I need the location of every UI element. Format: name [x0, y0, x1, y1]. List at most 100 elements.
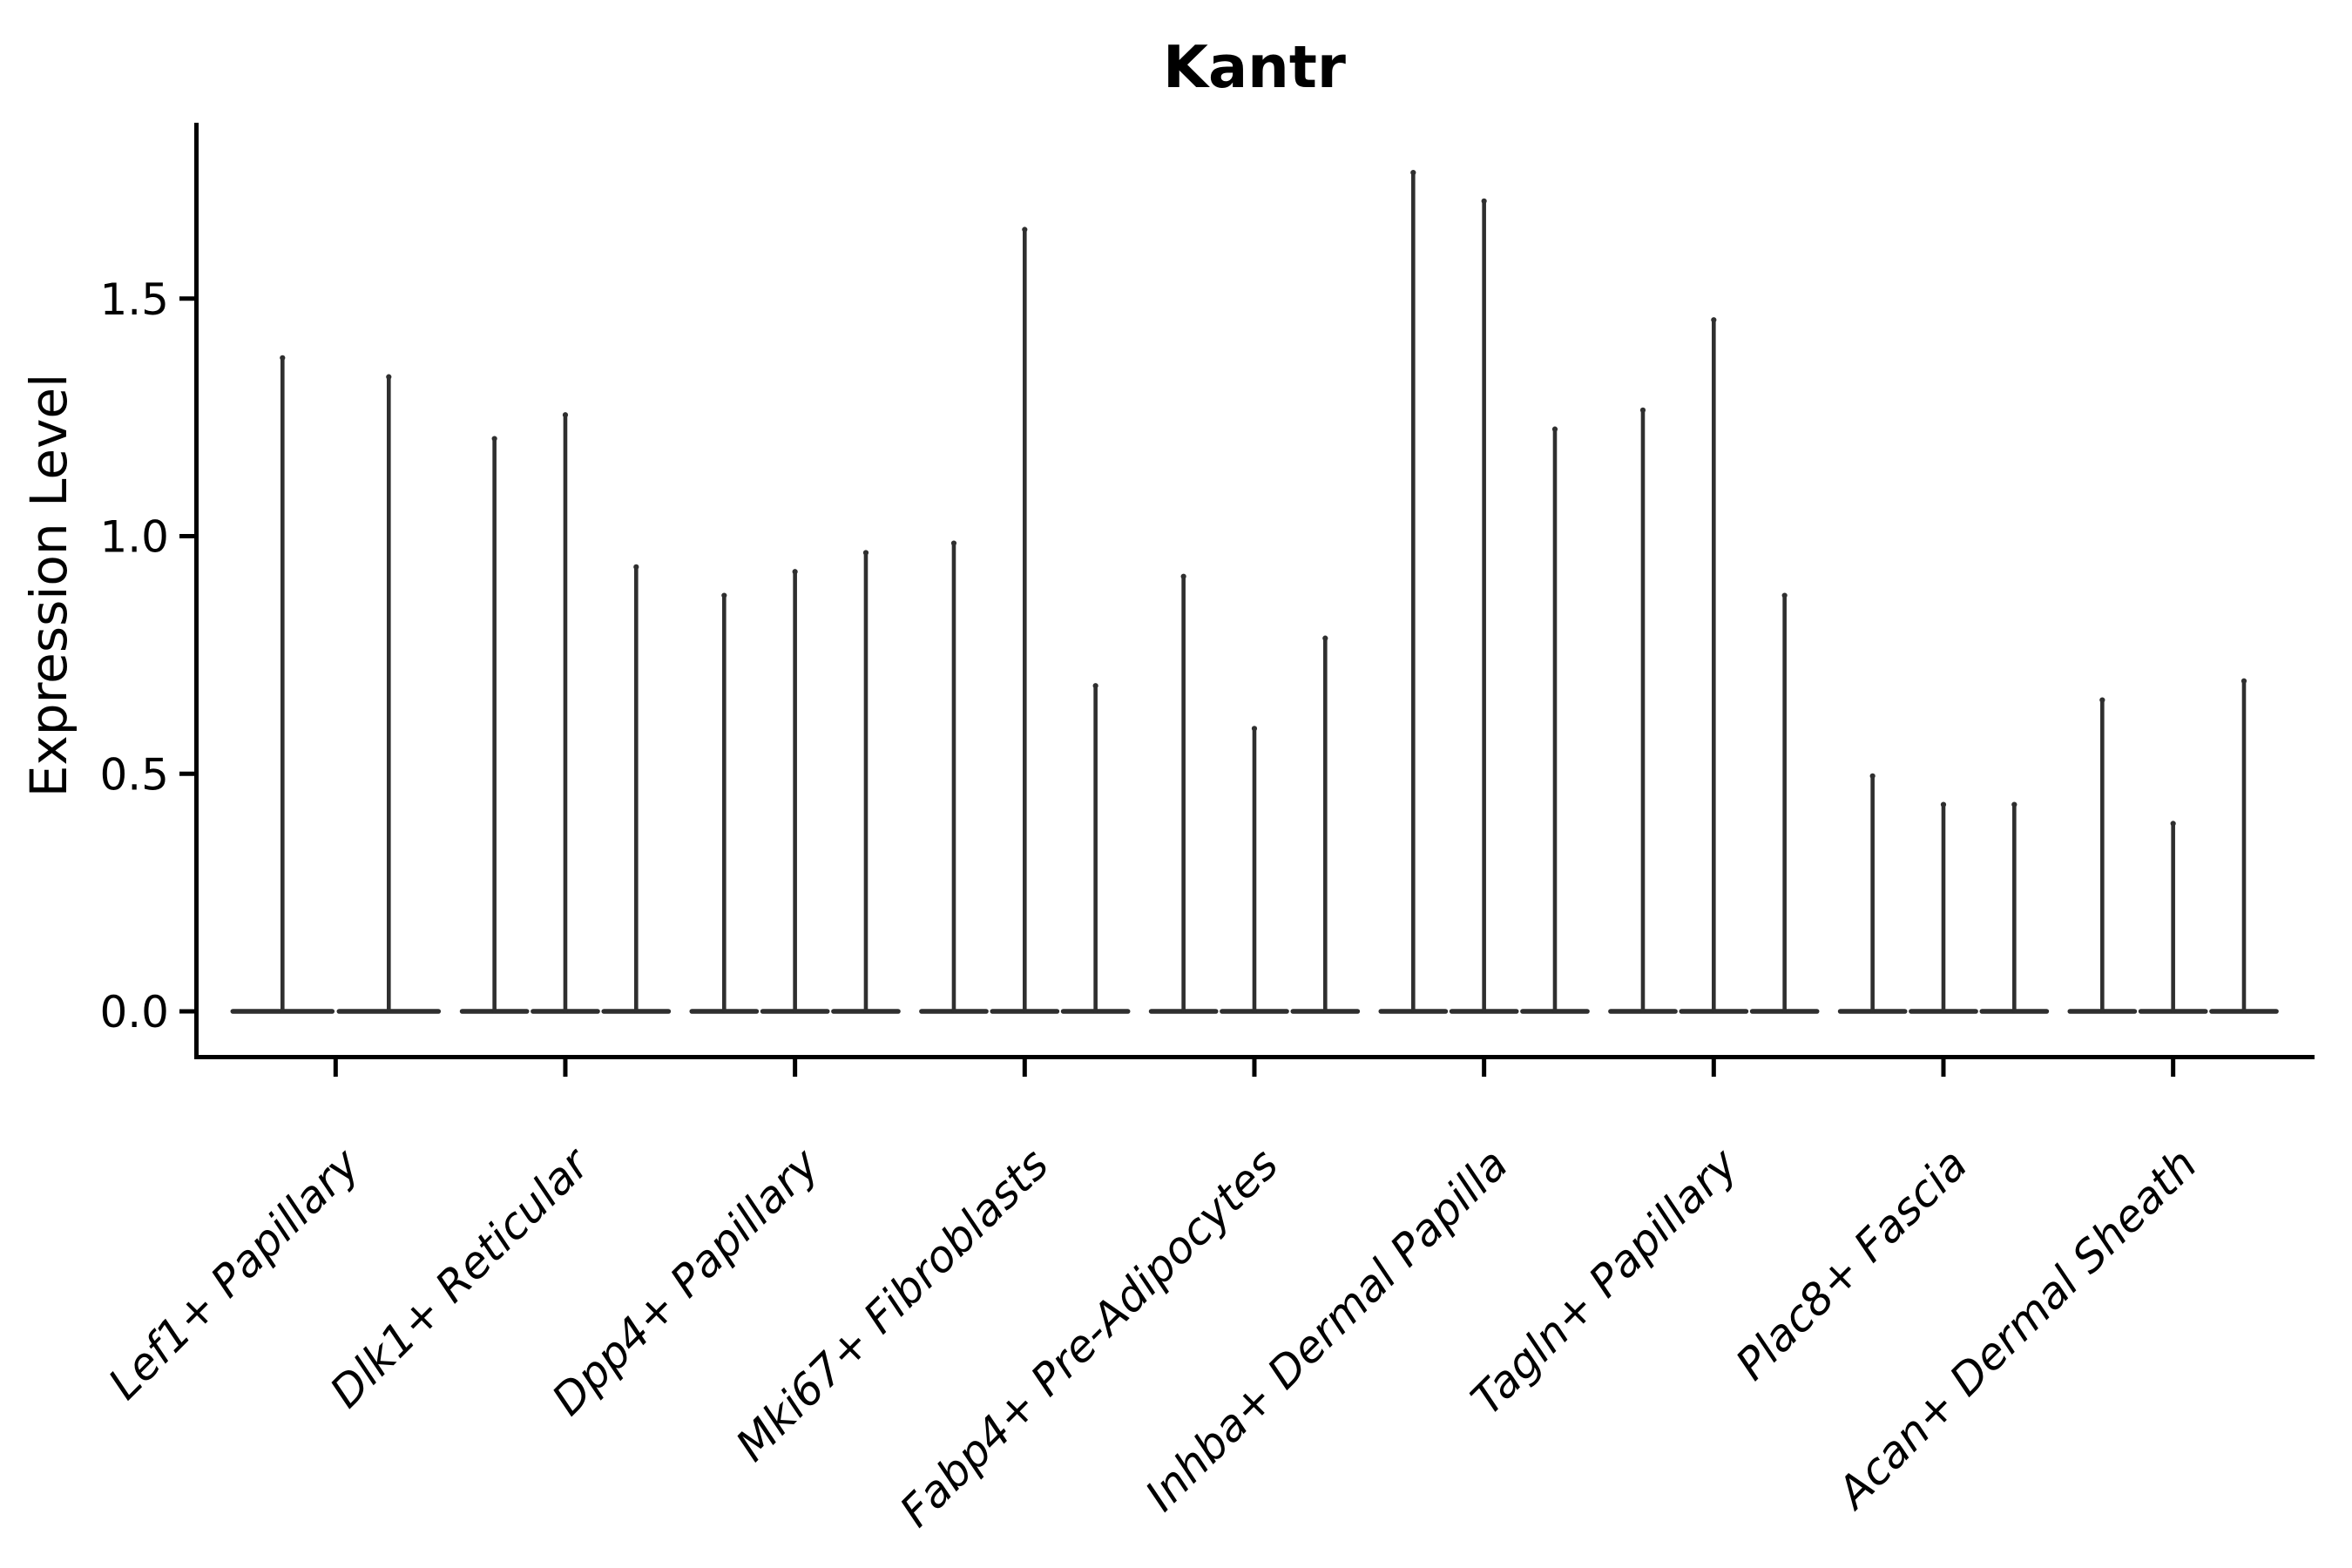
violin-spike — [1323, 636, 1328, 1013]
violin — [831, 550, 901, 1014]
violin-tip — [1639, 407, 1646, 413]
violin — [1449, 198, 1519, 1014]
violin — [1979, 801, 2050, 1014]
violin-tip — [1180, 573, 1186, 579]
violin — [336, 374, 442, 1014]
violin-spike — [2100, 697, 2105, 1013]
violin-tip — [2170, 821, 2176, 827]
violin-spike — [793, 569, 797, 1013]
violin-tip — [386, 374, 392, 380]
violin — [689, 592, 760, 1014]
y-tick-label: 1.5 — [99, 274, 169, 325]
violin-spike — [2012, 801, 2017, 1013]
violin-tip — [2099, 697, 2105, 703]
violin — [919, 540, 989, 1014]
y-tick-mark — [179, 296, 194, 301]
violin-spike — [1941, 801, 1946, 1013]
violin-tip — [1092, 683, 1098, 689]
violin — [601, 564, 672, 1014]
x-tick-mark — [793, 1059, 798, 1077]
violin-tip — [2240, 678, 2247, 684]
y-tick-label: 0.0 — [99, 987, 169, 1037]
violin-spike — [1712, 317, 1716, 1013]
violin — [1909, 801, 1978, 1014]
violin-tip — [950, 540, 957, 546]
violin-tip — [792, 569, 798, 575]
violin-tip — [1869, 773, 1876, 779]
violin-spike — [1411, 170, 1416, 1014]
violin — [1679, 317, 1749, 1014]
violin — [1837, 773, 1908, 1014]
violin-tip — [1711, 317, 1717, 323]
axes — [179, 122, 2315, 1077]
violin-tip — [1410, 169, 1416, 176]
violin — [760, 569, 830, 1014]
violin-tip — [562, 412, 569, 418]
violin — [1148, 573, 1219, 1014]
violin-tip — [1022, 226, 1028, 233]
violin-tip — [1551, 426, 1558, 432]
chart-title: Kantr — [1163, 33, 1346, 101]
violin-tip — [1251, 726, 1258, 732]
violin-spike — [1252, 726, 1257, 1013]
violin — [1378, 169, 1449, 1014]
violin — [230, 355, 335, 1014]
violins — [230, 169, 2279, 1014]
violin-tip — [1781, 592, 1788, 598]
violin-spike — [1640, 408, 1646, 1014]
violin-tip — [1940, 801, 1947, 808]
violin-spike — [1482, 199, 1486, 1013]
x-tick-label: Inhba+ Dermal Papilla — [1136, 1139, 1517, 1520]
violin-tip — [280, 355, 286, 361]
violin — [1608, 407, 1678, 1014]
x-tick-mark — [1022, 1059, 1027, 1077]
violin-spike — [2241, 679, 2247, 1013]
y-tick-mark — [179, 534, 194, 538]
x-tick-mark — [333, 1059, 338, 1077]
x-tick-mark — [563, 1059, 568, 1077]
violin — [990, 226, 1060, 1014]
violin — [2138, 821, 2208, 1014]
x-tick-mark — [1941, 1059, 1946, 1077]
violin-spike — [563, 412, 568, 1013]
violin — [1520, 426, 1590, 1014]
x-tick-mark — [1482, 1059, 1487, 1077]
violin-tip — [491, 436, 497, 442]
violin-tip — [1481, 198, 1487, 204]
violin-spike — [2171, 821, 2175, 1013]
violin-spike — [1181, 574, 1186, 1013]
y-tick-mark — [179, 771, 194, 776]
x-tick-mark — [1711, 1059, 1716, 1077]
violin — [1290, 635, 1361, 1014]
x-tick-mark — [2171, 1059, 2176, 1077]
y-axis-spine — [194, 122, 199, 1059]
violin-spike — [1552, 427, 1558, 1013]
violin-tip — [862, 550, 869, 556]
violin — [1220, 726, 1289, 1014]
y-tick-mark — [179, 1009, 194, 1014]
y-tick-label: 1.0 — [99, 512, 169, 563]
violin — [2067, 697, 2138, 1014]
x-tick-label: Plac8+ Fascia — [1727, 1139, 1977, 1389]
x-axis-spine — [194, 1055, 2315, 1059]
violin-spike — [951, 540, 956, 1013]
violin-spike — [1093, 683, 1098, 1013]
violin — [1060, 683, 1131, 1014]
violin — [2209, 678, 2279, 1014]
x-tick-label: Lef1+ Papillary — [98, 1138, 369, 1409]
violin-spike — [722, 592, 727, 1013]
violin-spike — [863, 550, 868, 1013]
violin-tip — [1322, 635, 1328, 641]
x-tick-mark — [1252, 1059, 1257, 1077]
violin-tip — [633, 564, 639, 570]
violin — [1749, 592, 1820, 1014]
violin-spike — [1023, 226, 1027, 1013]
violin-spike — [1870, 774, 1875, 1013]
violin-spike — [492, 436, 497, 1013]
violin-spike — [634, 564, 639, 1013]
x-tick-label: Fabp4+ Pre-Adipocytes — [890, 1139, 1288, 1537]
violin-spike — [387, 375, 391, 1013]
violin-tip — [721, 592, 727, 598]
